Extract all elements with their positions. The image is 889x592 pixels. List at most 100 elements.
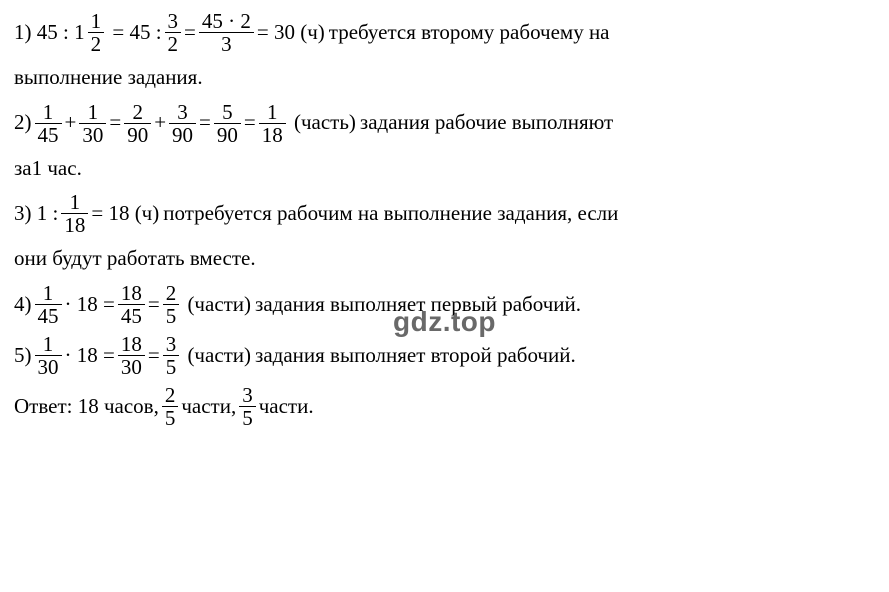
answer-prefix: Ответ: 18 часов,: [14, 390, 159, 424]
step-5-tail: задания выполняет второй рабочий.: [255, 339, 576, 373]
frac-num: 1: [67, 191, 84, 213]
step-1-label: 1): [14, 16, 32, 50]
step-4-unit: (части): [187, 288, 251, 322]
step-2-f3: 2 90: [124, 101, 151, 146]
frac-den: 90: [169, 124, 196, 146]
eq: =: [184, 16, 196, 50]
step-1-line-1: 1) 45 : 1 1 2 = 45 : 3 2 = 45 · 2 3 = 30…: [14, 10, 875, 55]
step-4-f2: 18 45: [118, 282, 145, 327]
step-5-f3: 3 5: [163, 333, 180, 378]
step-1-line-2: выполнение задания.: [14, 61, 875, 95]
step-4-tail: задания выполняет первый рабочий.: [255, 288, 581, 322]
step-3-result: 18: [108, 197, 129, 231]
eq: =: [199, 106, 211, 140]
mult: ·: [65, 339, 72, 373]
step-2-line-2: за1 час.: [14, 152, 875, 186]
document-body: 1) 45 : 1 1 2 = 45 : 3 2 = 45 · 2 3 = 30…: [0, 0, 889, 445]
mult: ·: [65, 288, 72, 322]
step-1-mixed: 1 1 2: [74, 10, 107, 55]
step-2-f2: 1 30: [79, 101, 106, 146]
frac-num: 3: [239, 384, 256, 406]
step-2-line-1: 2) 1 45 + 1 30 = 2 90 + 3 90 = 5 90: [14, 101, 875, 146]
step-5-f2: 18 30: [118, 333, 145, 378]
step-4-n: 18: [77, 288, 98, 322]
step-5-line: 5) 1 30 · 18 = 18 30 = 3 5 (части) задан…: [14, 333, 875, 378]
eq: =: [148, 339, 160, 373]
frac-den: 30: [118, 356, 145, 378]
step-2-f6: 1 18: [259, 101, 286, 146]
frac-den: 30: [35, 356, 62, 378]
frac-num: 1: [40, 282, 57, 304]
frac-den: 5: [163, 305, 180, 327]
frac-den: 45: [118, 305, 145, 327]
step-1-b: 45: [129, 16, 150, 50]
mixed-whole: 1: [74, 16, 85, 50]
step-3-tail1: потребуется рабочим на выполнение задани…: [163, 197, 618, 231]
answer-f1: 2 5: [162, 384, 179, 429]
step-2-unit: (часть): [294, 106, 356, 140]
step-2-f1: 1 45: [35, 101, 62, 146]
step-4-f3: 2 5: [163, 282, 180, 327]
eq: =: [109, 106, 121, 140]
frac-num: 1: [40, 101, 57, 123]
frac-den: 5: [239, 407, 256, 429]
frac-den: 18: [61, 214, 88, 236]
step-1-unit: (ч): [300, 16, 325, 50]
frac-den: 2: [88, 33, 105, 55]
answer-mid2: части.: [259, 390, 314, 424]
step-1-tail1: требуется второму рабочему на: [329, 16, 610, 50]
frac-den: 18: [259, 124, 286, 146]
step-3-label: 3): [14, 197, 32, 231]
eq: =: [257, 16, 269, 50]
step-1-op2: :: [156, 16, 162, 50]
step-2-f4: 3 90: [169, 101, 196, 146]
frac-den: 5: [162, 407, 179, 429]
step-3-unit: (ч): [135, 197, 160, 231]
answer-line: Ответ: 18 часов, 2 5 части, 3 5 части.: [14, 384, 875, 429]
frac-num: 2: [163, 282, 180, 304]
step-1-frac1: 3 2: [165, 10, 182, 55]
step-2-f5: 5 90: [214, 101, 241, 146]
step-4-f1: 1 45: [35, 282, 62, 327]
frac-den: 90: [124, 124, 151, 146]
step-1-op1: :: [63, 16, 69, 50]
step-3-line-1: 3) 1 : 1 18 = 18 (ч) потребуется рабочим…: [14, 191, 875, 236]
step-4-line: 4) 1 45 · 18 = 18 45 = 2 5 (части) задан…: [14, 282, 875, 327]
frac-num: 2: [162, 384, 179, 406]
step-4-label: 4): [14, 288, 32, 322]
mixed-frac: 1 2: [88, 10, 105, 55]
frac-num: 3: [163, 333, 180, 355]
frac-den: 90: [214, 124, 241, 146]
frac-num: 1: [264, 101, 281, 123]
frac-den: 5: [163, 356, 180, 378]
frac-num: 18: [118, 282, 145, 304]
eq: =: [103, 339, 115, 373]
frac-num: 1: [40, 333, 57, 355]
frac-den: 45: [35, 124, 62, 146]
step-2-tail1: задания рабочие выполняют: [360, 106, 613, 140]
step-5-unit: (части): [187, 339, 251, 373]
frac-num: 2: [129, 101, 146, 123]
eq: =: [103, 288, 115, 322]
step-3-op: :: [53, 197, 59, 231]
frac-num: 1: [85, 101, 102, 123]
frac-den: 30: [79, 124, 106, 146]
eq: =: [244, 106, 256, 140]
frac-den: 45: [35, 305, 62, 327]
step-2-label: 2): [14, 106, 32, 140]
frac-num: 3: [174, 101, 191, 123]
frac-num: 1: [88, 10, 105, 32]
frac-den: 2: [165, 33, 182, 55]
frac-num: 3: [165, 10, 182, 32]
frac-num: 45 · 2: [199, 10, 254, 32]
eq: =: [91, 197, 103, 231]
step-5-n: 18: [77, 339, 98, 373]
step-2-tail2: за1 час.: [14, 152, 82, 186]
plus: +: [154, 106, 166, 140]
step-1-result: 30: [274, 16, 295, 50]
step-3-one: 1: [37, 197, 48, 231]
step-3-tail2: они будут работать вместе.: [14, 242, 256, 276]
step-3-line-2: они будут работать вместе.: [14, 242, 875, 276]
plus: +: [65, 106, 77, 140]
eq: =: [148, 288, 160, 322]
